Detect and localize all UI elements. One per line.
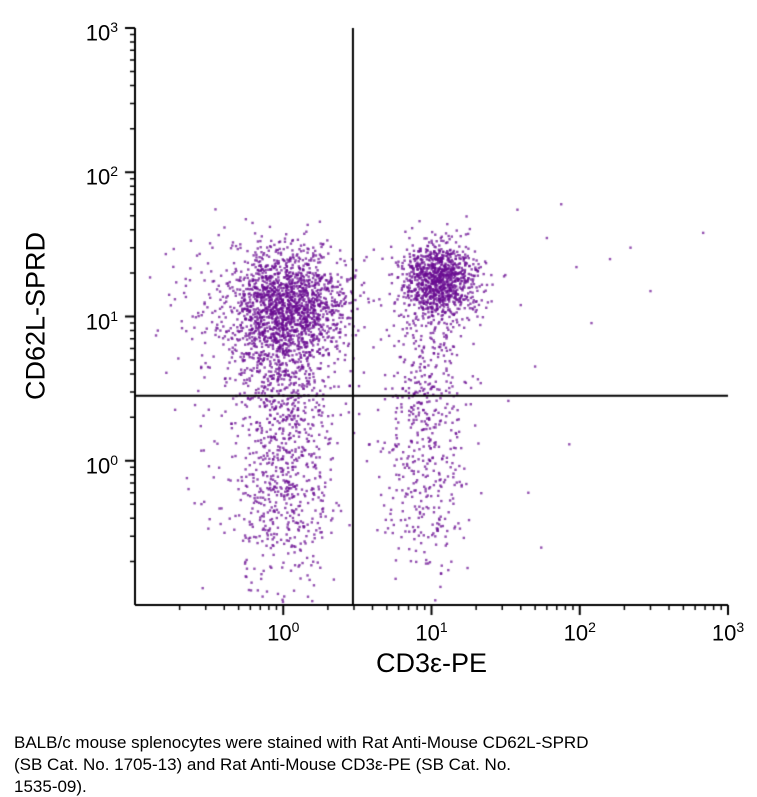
x-axis-title: CD3ε-PE: [375, 648, 488, 678]
caption-line: 1535-09).: [14, 776, 87, 796]
caption-line: (SB Cat. No. 1705-13) and Rat Anti-Mouse…: [14, 754, 512, 774]
y-axis-title: CD62L-SPRD: [20, 231, 51, 401]
scatter-plot: 100 101 102 103 100 101 102 103 CD3ε-PE CD62L-S…: [0, 0, 757, 710]
scatter-canvas: [0, 0, 757, 710]
figure-caption: BALB/c mouse splenocytes were stained wi…: [0, 710, 757, 797]
caption-line: BALB/c mouse splenocytes were stained wi…: [14, 733, 589, 752]
